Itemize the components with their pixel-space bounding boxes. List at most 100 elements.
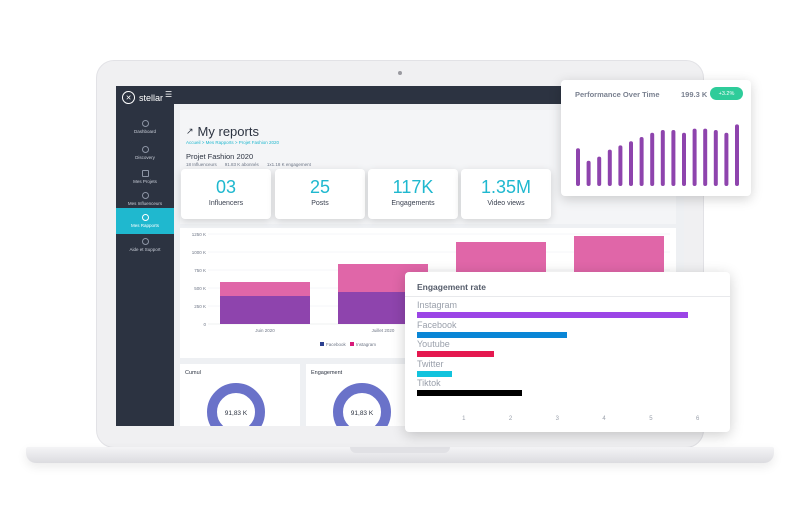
performance-bar[interactable] (650, 132, 655, 186)
user-icon (141, 192, 149, 199)
performance-bar[interactable] (671, 130, 676, 186)
project-meta: 18 Influenceurs 91.83 K abonnés 1x1.18 K… (186, 162, 311, 167)
performance-value: 199.3 K (681, 90, 708, 99)
performance-bar[interactable] (660, 130, 665, 186)
engagement-category-label: Youtube (417, 339, 450, 349)
performance-bar[interactable] (586, 160, 591, 186)
legend-swatch-facebook (320, 342, 324, 346)
chart-line-icon (141, 214, 149, 221)
engagement-bar[interactable] (417, 351, 495, 357)
sidebar-item-discovery[interactable]: Discovery (116, 140, 174, 166)
performance-card: Performance Over Time 199.3 K +3.2% (561, 80, 751, 196)
engagement-category-label: Twitter (417, 358, 444, 369)
engagement-title: Engagement rate (417, 282, 486, 292)
x-tick-label: 5 (649, 416, 653, 422)
sidebar-item-label: Discovery (135, 155, 155, 160)
engagement-bar[interactable] (417, 390, 523, 396)
donut-ring (207, 383, 265, 426)
x-tick-label: 6 (695, 416, 700, 422)
performance-title: Performance Over Time (575, 90, 660, 99)
sidebar-item-projects[interactable]: Mes Projets (116, 164, 174, 190)
y-tick: 250 K (194, 304, 206, 309)
performance-bar[interactable] (703, 128, 708, 186)
y-tick: 1250 K (192, 232, 206, 237)
x-label: Juin 2020 (255, 328, 275, 333)
performance-bar[interactable] (735, 124, 739, 186)
engagement-bar[interactable] (417, 312, 689, 318)
engagement-rate-card: Engagement rate Instagram Facebook Youtube… (405, 272, 730, 432)
performance-bar-chart (576, 124, 739, 186)
page-title: ↗ My reports (186, 124, 259, 139)
sidebar-item-label: Mes Influenceurs (127, 201, 163, 206)
y-tick: 500 K (194, 286, 206, 291)
legend-label[interactable]: Instagram (356, 342, 376, 347)
bar-juin-upper[interactable] (220, 282, 310, 296)
stat-card-posts[interactable]: 25 Posts (275, 169, 365, 219)
chart-line-icon: ↗ (186, 126, 194, 136)
breadcrumb[interactable]: Accueil > Mes Rapports > Projet Fashion … (186, 140, 280, 145)
engagement-bar[interactable] (417, 370, 453, 377)
logo[interactable]: ✕ stellar (122, 91, 163, 104)
dashboard-icon (141, 120, 149, 127)
help-icon (141, 238, 149, 245)
sidebar-item-dashboard[interactable]: Dashboard (116, 114, 174, 140)
engagement-category-label: Facebook (417, 319, 457, 330)
sidebar-item-support[interactable]: Aide et Support (116, 232, 174, 258)
performance-bar[interactable] (682, 132, 686, 186)
engagement-bar[interactable] (417, 331, 567, 338)
legend-swatch-instagram (350, 342, 354, 346)
stat-label: Influencers (208, 200, 244, 207)
performance-bar[interactable] (597, 156, 602, 186)
donut-ring (333, 383, 391, 426)
stat-label: Posts (311, 200, 329, 207)
stat-value: 117K (392, 177, 434, 197)
menu-collapse-icon[interactable]: ☰ (165, 90, 173, 99)
sidebar-item-reports[interactable]: Mes Rapports (116, 208, 174, 234)
panel-title: Cumul (185, 370, 201, 376)
bar-juin-lower[interactable] (220, 296, 310, 324)
performance-bar[interactable] (724, 132, 729, 186)
donut-chart: 91,83 K (333, 383, 391, 426)
page-title-text: My reports (197, 124, 259, 139)
x-tick-label: 4 (602, 416, 606, 422)
sidebar-item-label: Mes Rapports (130, 223, 159, 228)
stat-card-influencers[interactable]: 03 Influencers (181, 169, 271, 219)
sidebar-item-influencers[interactable]: Mes Influenceurs (116, 186, 174, 212)
compass-icon (141, 146, 149, 153)
sidebar: ✕ stellar Dashboard Discovery Mes Projet… (116, 86, 174, 426)
performance-bar[interactable] (576, 148, 580, 186)
stat-card-video-views[interactable]: 1.35M Video views (461, 169, 551, 219)
performance-bar[interactable] (618, 145, 623, 186)
laptop-base (26, 447, 774, 463)
meta-influencers: 18 Influenceurs (186, 162, 217, 167)
donut-chart: 91,83 K (207, 383, 265, 426)
growth-badge: +3.2% (710, 87, 743, 100)
stat-value: 03 (215, 177, 237, 197)
performance-bar[interactable] (713, 130, 718, 186)
x-label: Juillet 2020 (372, 328, 395, 333)
meta-followers: 91.83 K abonnés (224, 162, 259, 167)
sidebar-item-label: Dashboard (133, 129, 156, 134)
engagement-category-label: Instagram (417, 300, 458, 310)
stat-card-engagements[interactable]: 117K Engagements (368, 169, 458, 219)
sidebar-item-label: Mes Projets (133, 179, 157, 184)
y-tick: 1000 K (192, 250, 206, 255)
y-tick: 750 K (194, 268, 206, 273)
x-tick-label: 2 (508, 416, 513, 422)
performance-bar[interactable] (607, 149, 612, 186)
performance-bar[interactable] (639, 137, 644, 186)
divider (405, 296, 730, 297)
x-tick-label: 1 (462, 416, 466, 422)
folder-icon (141, 170, 149, 177)
stat-value: 25 (309, 177, 331, 197)
panel-title: Engagement (311, 370, 343, 376)
cumul-panel: Cumul 91,83 K (180, 364, 300, 426)
stat-value: 1.35M (480, 177, 532, 197)
performance-bar[interactable] (629, 141, 633, 186)
legend-label[interactable]: Facebook (326, 342, 347, 347)
engagement-category-label: Tiktok (417, 378, 441, 388)
sidebar-item-label: Aide et Support (129, 247, 161, 252)
logo-text: stellar (139, 92, 164, 103)
performance-bar[interactable] (692, 128, 697, 186)
